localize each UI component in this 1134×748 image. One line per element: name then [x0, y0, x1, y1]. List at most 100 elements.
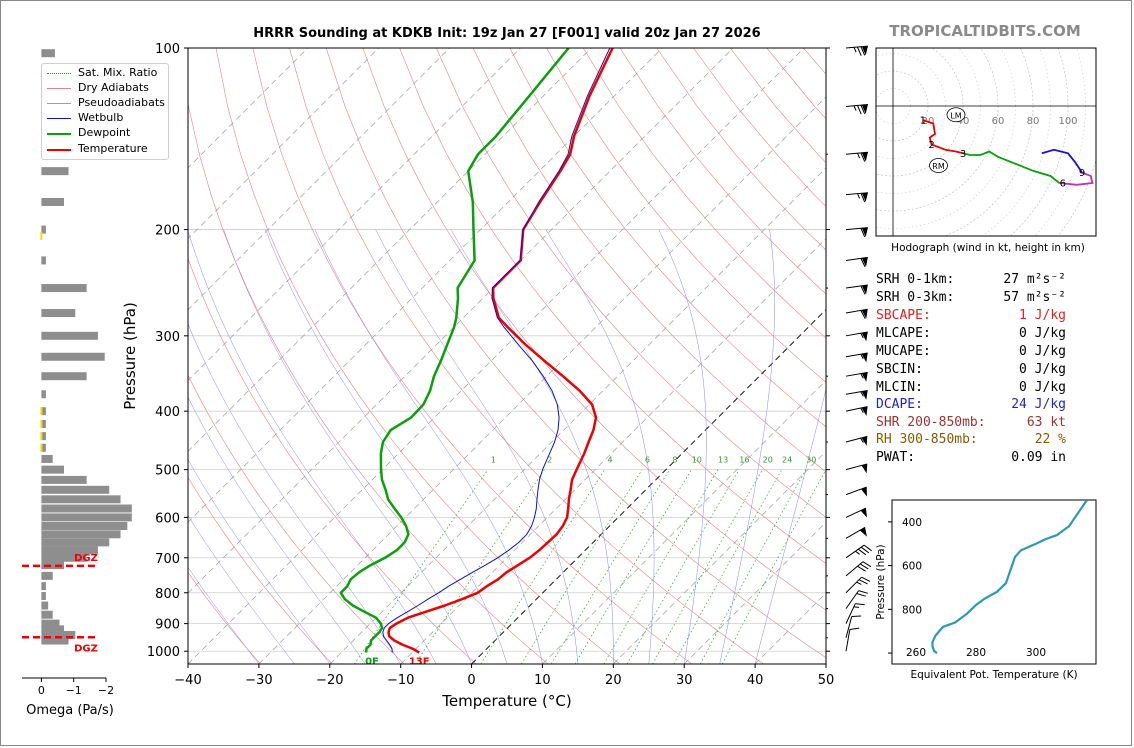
omega-bar	[41, 465, 64, 474]
wind-barb-full	[856, 46, 862, 56]
wind-barb	[845, 406, 868, 417]
wind-barb-full	[862, 561, 872, 568]
y-tick-label: 300	[155, 330, 180, 345]
theta-e-y-tick-label: 800	[902, 604, 922, 616]
omega-bar	[41, 167, 69, 176]
index-value: 1 J/kg	[1019, 308, 1066, 323]
x-axis-label: Temperature (°C)	[441, 692, 571, 710]
moist-adiabat	[314, 229, 543, 664]
legend-item: Dewpoint	[42, 126, 170, 141]
wind-barb	[845, 104, 868, 115]
wind-barb-full	[857, 565, 866, 572]
index-label: SBCIN:	[876, 362, 923, 377]
wind-barb-full	[861, 576, 871, 582]
legend-swatch	[47, 103, 71, 104]
skewt-axes-frame	[187, 47, 827, 665]
wind-barb-staff	[845, 526, 866, 539]
x-tick-label: −20	[316, 673, 343, 688]
wind-barb-half	[860, 353, 864, 360]
mixing-ratio-label: 24	[782, 455, 792, 464]
index-label: SHR 200-850mb:	[876, 415, 986, 430]
index-value: 24 J/kg	[1011, 397, 1066, 412]
hodograph-trace	[922, 119, 964, 155]
wind-barb-full	[860, 285, 866, 295]
wind-barb-staff	[845, 561, 864, 577]
legend-swatch	[47, 88, 71, 89]
moist-adiabat	[754, 387, 826, 664]
wind-barb-staff	[845, 463, 868, 471]
index-label: RH 300-850mb:	[876, 432, 978, 447]
theta-e-y-label: Pressure (hPa)	[875, 544, 887, 619]
isotherm	[188, 48, 309, 169]
dry-adiabat	[188, 476, 333, 664]
legend-swatch	[47, 118, 71, 119]
wind-barb-full	[860, 258, 866, 268]
moist-adiabat	[188, 566, 260, 664]
wind-barb-full	[863, 544, 872, 552]
omega-bar	[41, 390, 46, 399]
index-value: 0 J/kg	[1019, 380, 1066, 395]
omega-bar	[41, 553, 87, 562]
wind-barb-half	[860, 407, 864, 413]
index-row: SHR 200-850mb: 63 kt	[876, 415, 1091, 433]
wind-barb-staff	[845, 616, 853, 638]
wind-barb-full	[859, 563, 869, 570]
wind-barb-staff	[845, 590, 860, 609]
wind-barb-full	[860, 46, 866, 56]
wind-barb-half	[860, 373, 864, 379]
storm-motion-label: RM	[932, 162, 945, 171]
omega-bar	[41, 592, 46, 601]
wind-barb	[845, 45, 868, 56]
mixing-ratio-label: 20	[763, 455, 773, 464]
omega-bar	[41, 407, 46, 416]
wind-barb-staff	[845, 507, 867, 518]
wind-barb	[845, 331, 868, 342]
omega-bar	[41, 631, 76, 640]
theta-e-x-tick-label: 260	[906, 647, 926, 659]
legend-item: Sat. Mix. Ratio	[42, 66, 170, 81]
mixing-ratio-line	[480, 469, 606, 664]
profile-wetbulb	[382, 48, 611, 653]
wind-barb-staff	[845, 227, 868, 231]
hodograph-trace	[962, 150, 1060, 184]
index-row: SBCIN: 0 J/kg	[876, 362, 1091, 380]
omega-bar	[41, 513, 132, 522]
wind-barb-half	[856, 153, 861, 159]
wind-barb-staff	[845, 576, 862, 594]
legend-label: Dewpoint	[78, 126, 131, 139]
wind-barb-full	[855, 603, 865, 606]
hodograph-ring-label: 40	[957, 116, 970, 127]
mixing-ratio-line	[574, 469, 692, 664]
wind-barb-flag	[861, 436, 868, 446]
dry-adiabat	[325, 48, 826, 659]
index-value: 0 J/kg	[1019, 326, 1066, 341]
hodograph-height-label: 2	[928, 140, 934, 151]
wind-barb-staff	[845, 284, 868, 289]
omega-bar-highlight	[40, 419, 43, 428]
wind-barb-full	[860, 310, 866, 319]
isotherm	[188, 48, 592, 452]
wind-barb-staff	[845, 104, 868, 107]
omega-tick-label: 0	[38, 684, 45, 697]
omega-bar-highlight	[40, 443, 43, 452]
wind-barb-staff	[845, 331, 868, 337]
omega-bar	[41, 485, 110, 494]
wind-barb-staff	[845, 544, 865, 559]
hodograph-ring-label: 80	[1027, 116, 1040, 127]
legend-swatch	[47, 133, 71, 135]
wind-barb-full	[857, 548, 867, 556]
mixing-ratio-line	[652, 469, 763, 664]
index-value: 27 m²s⁻²	[1003, 272, 1066, 287]
isotherm	[188, 48, 734, 594]
moist-adiabat	[188, 396, 366, 664]
wind-barb-flag	[861, 331, 868, 342]
isotherm	[400, 238, 826, 664]
mixing-ratio-label: 6	[645, 455, 650, 464]
legend-item: Dry Adiabats	[42, 81, 170, 96]
omega-bar	[41, 636, 69, 645]
isotherm	[188, 48, 805, 664]
y-tick-label: 1000	[147, 645, 180, 660]
isotherm	[542, 379, 826, 664]
